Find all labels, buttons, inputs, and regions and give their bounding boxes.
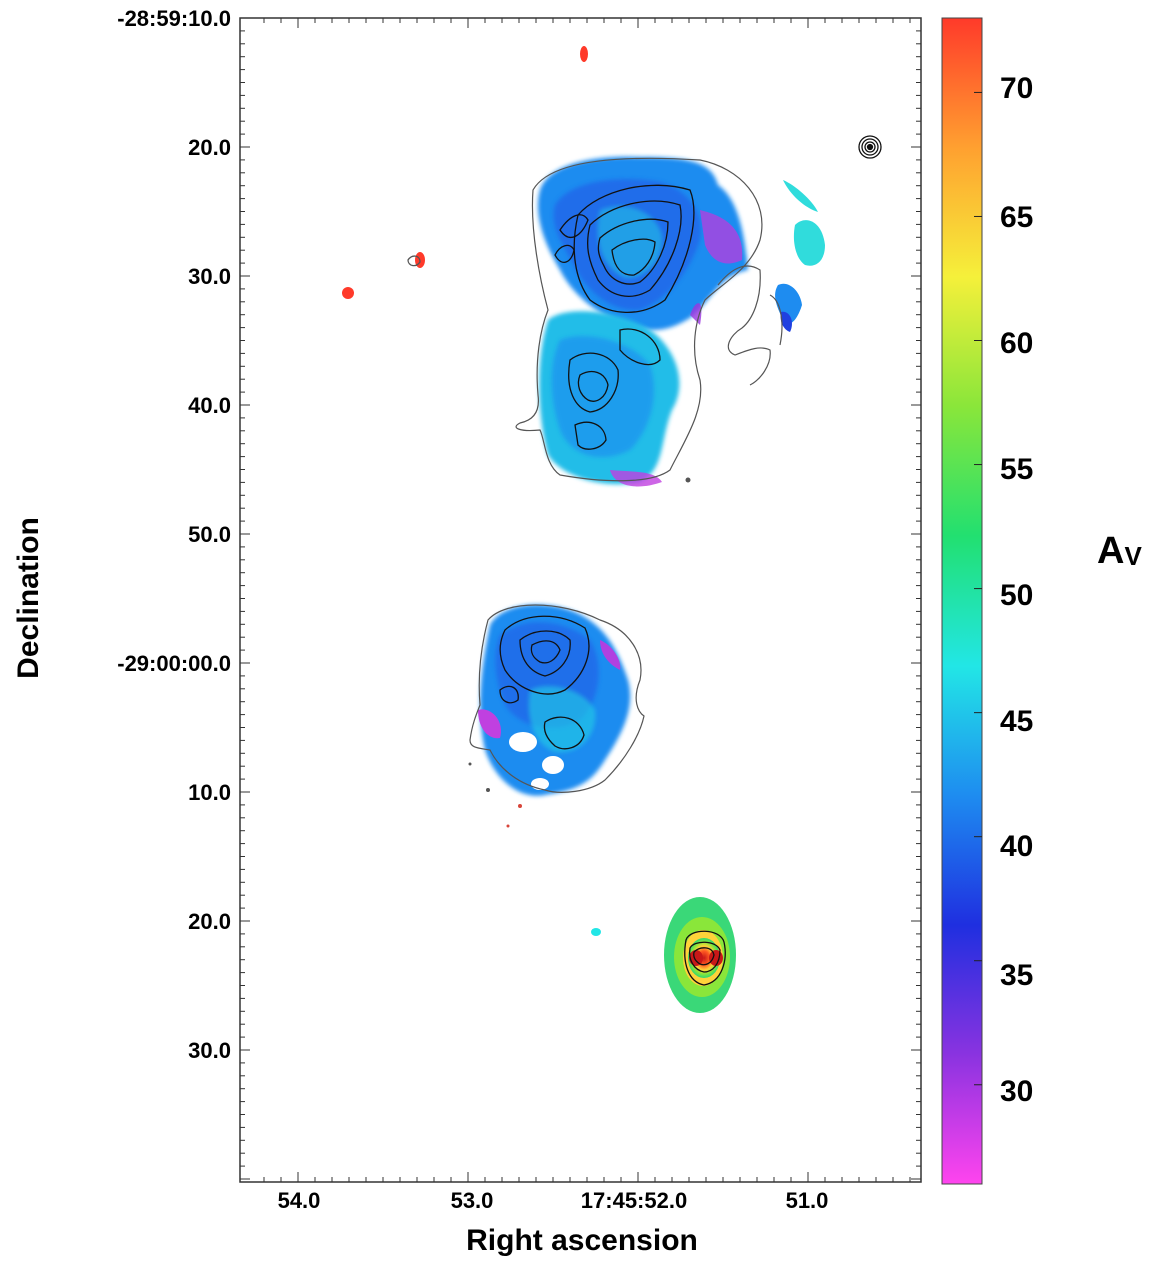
colorbar-tick-label: 30	[1000, 1075, 1033, 1108]
x-tick-labels: 54.0 53.0 17:45:52.0 51.0	[278, 1188, 829, 1213]
east-blobs	[775, 180, 825, 332]
x-tick-label: 53.0	[451, 1188, 494, 1213]
colorbar-title-sub: V	[1124, 541, 1142, 571]
x-tick-label: 54.0	[278, 1188, 321, 1213]
colorbar-tick-label: 40	[1000, 830, 1033, 863]
y-tick-label: 50.0	[188, 522, 231, 547]
y-tick-label: 40.0	[188, 393, 231, 418]
colorbar-tick-label: 60	[1000, 327, 1033, 360]
colorbar-tick-label: 65	[1000, 201, 1033, 234]
contour-layer	[407, 135, 882, 986]
colorbar-ticks	[974, 91, 982, 1086]
colorbar-title-main: A	[1097, 530, 1124, 572]
colorbar-tick-label: 70	[1000, 72, 1033, 105]
colorbar-title: AV	[1097, 530, 1142, 572]
y-tick-labels: -28:59:10.0 20.0 30.0 40.0 50.0 -29:00:0…	[117, 6, 231, 1063]
y-axis-title: Declination	[12, 517, 45, 679]
colorbar-tick-label: 35	[1000, 959, 1033, 992]
x-tick-label: 51.0	[786, 1188, 829, 1213]
x-axis-title: Right ascension	[466, 1224, 698, 1257]
y-tick-label: -28:59:10.0	[117, 6, 231, 31]
axis-ticks	[240, 17, 921, 1182]
x-tick-label: 17:45:52.0	[581, 1188, 687, 1213]
y-tick-label: 30.0	[188, 264, 231, 289]
y-tick-label: -29:00:00.0	[117, 651, 231, 676]
colorbar-tick-label: 50	[1000, 579, 1033, 612]
y-tick-label: 10.0	[188, 780, 231, 805]
y-tick-label: 20.0	[188, 909, 231, 934]
y-tick-label: 30.0	[188, 1038, 231, 1063]
colorbar	[941, 17, 983, 1185]
y-tick-label: 20.0	[188, 135, 231, 160]
colorbar-tick-label: 55	[1000, 453, 1033, 486]
colorbar-tick-labels: 30 35 40 45 50 55 60 65 70	[1000, 72, 1033, 1108]
colorbar-tick-label: 45	[1000, 705, 1033, 738]
